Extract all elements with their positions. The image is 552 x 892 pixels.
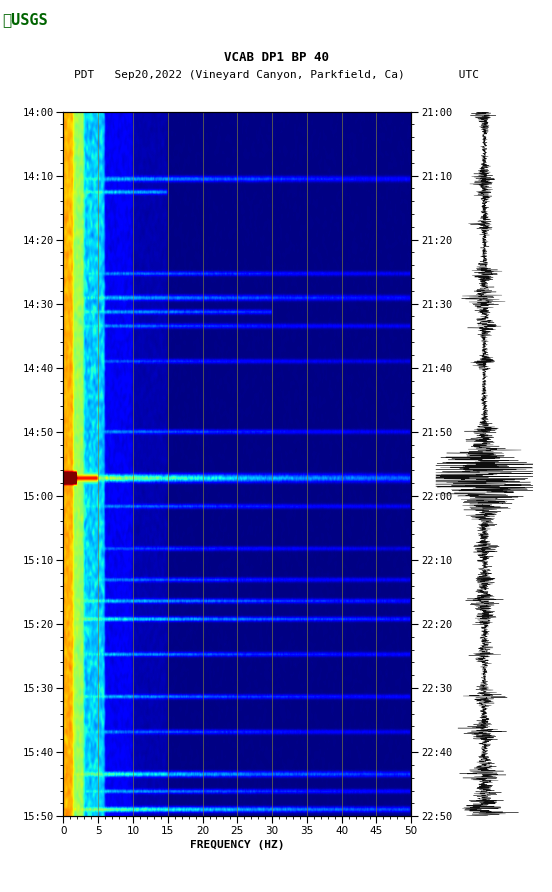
Text: ⬡USGS: ⬡USGS — [2, 12, 47, 28]
Text: PDT   Sep20,2022 (Vineyard Canyon, Parkfield, Ca)        UTC: PDT Sep20,2022 (Vineyard Canyon, Parkfie… — [73, 70, 479, 79]
X-axis label: FREQUENCY (HZ): FREQUENCY (HZ) — [190, 840, 285, 850]
Text: VCAB DP1 BP 40: VCAB DP1 BP 40 — [224, 51, 328, 64]
